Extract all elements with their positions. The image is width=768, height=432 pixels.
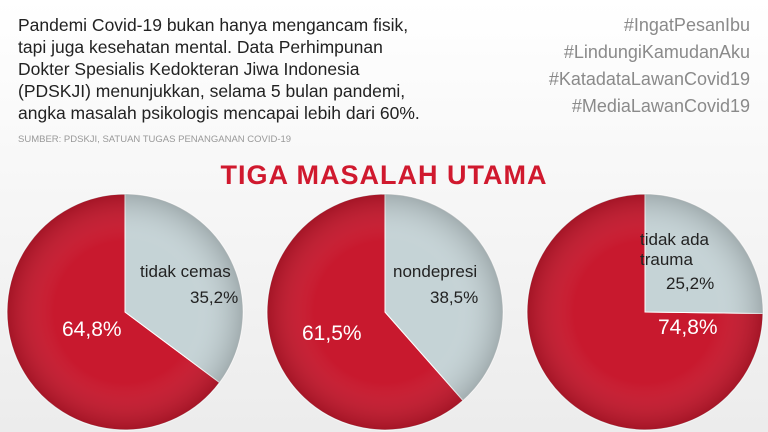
intro-text: Pandemi Covid-19 bukan hanya mengancam f…	[18, 14, 420, 124]
hashtag: #KatadataLawanCovid19	[548, 69, 750, 89]
value-label: 61,5%	[302, 322, 362, 345]
intro-line: Pandemi Covid-19 bukan hanya mengancam f…	[18, 15, 409, 35]
value-label: 38,5%	[430, 288, 479, 307]
hashtag: #IngatPesanIbu	[623, 15, 750, 35]
hashtag: #LindungiKamudanAku	[563, 42, 750, 62]
hashtags: #IngatPesanIbu #LindungiKamudanAku #Katada…	[549, 12, 750, 120]
source: SUMBER: PDSKJI, SATUAN TUGAS PENANGANAN …	[18, 134, 292, 145]
intro-line: tapi juga kesehatan mental. Data Perhimp…	[18, 37, 383, 57]
hashtag: #MediaLawanCovid19	[571, 96, 750, 116]
section-heading: TIGA MASALAH UTAMA	[220, 160, 548, 190]
value-label: 64,8%	[62, 318, 122, 341]
slice-label: tidak ada trauma	[640, 230, 709, 269]
value-label: 35,2%	[190, 288, 239, 307]
intro-line: angka masalah psikologis mencapai lebih …	[18, 103, 420, 123]
value-label: 74,8%	[658, 316, 718, 339]
slice-label: tidak cemas	[140, 262, 231, 281]
slice-label: nondepresi	[393, 262, 478, 281]
intro-line: Dokter Spesialis Kedokteran Jiwa Indones…	[18, 59, 360, 79]
value-label: 25,2%	[666, 274, 715, 293]
intro-line: (PDSKJI) menunjukkan, selama 5 bulan pan…	[18, 81, 406, 101]
